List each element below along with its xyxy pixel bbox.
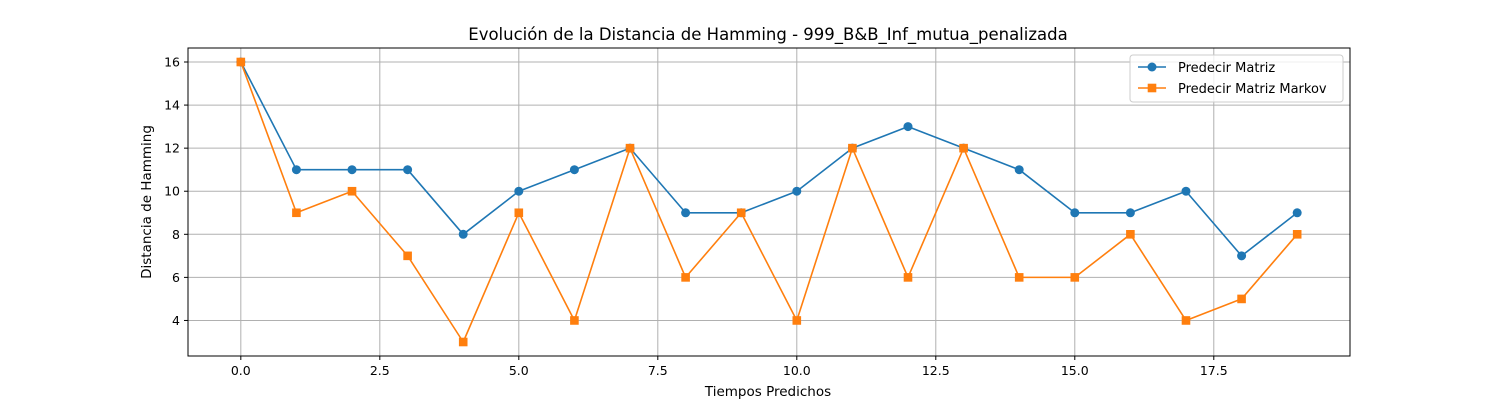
data-point-square xyxy=(347,186,357,196)
legend-label-2: Predecir Matriz Markov xyxy=(1178,82,1327,97)
data-point-circle xyxy=(1125,208,1135,218)
y-tick-label: 6 xyxy=(172,270,180,285)
data-point-square xyxy=(1181,316,1191,325)
data-point-circle xyxy=(569,165,579,175)
data-point-square xyxy=(1292,230,1302,239)
data-point-circle xyxy=(1292,208,1302,218)
data-point-square xyxy=(1126,230,1135,239)
data-point-circle xyxy=(1237,251,1247,261)
y-tick-label: 14 xyxy=(164,98,180,113)
y-tick-label: 4 xyxy=(172,313,180,328)
data-point-square xyxy=(1014,273,1024,282)
legend: Predecir Matriz Predecir Matriz Markov xyxy=(1129,54,1344,103)
y-tick-label: 10 xyxy=(164,184,180,199)
data-point-circle xyxy=(291,165,301,175)
x-tick-label: 2.5 xyxy=(370,363,390,378)
x-tick-label: 12.5 xyxy=(922,363,950,378)
data-point-square xyxy=(625,143,635,153)
data-point-circle xyxy=(681,208,691,218)
data-point-circle xyxy=(792,186,802,196)
x-tick-label: 15.0 xyxy=(1061,363,1089,378)
data-point-circle xyxy=(1070,208,1080,218)
data-point-square xyxy=(681,273,690,282)
legend-label-1: Predecir Matriz xyxy=(1178,61,1275,76)
data-point-circle xyxy=(347,165,357,175)
x-tick-label: 5.0 xyxy=(509,363,529,378)
chart-title: Evolución de la Distancia de Hamming - 9… xyxy=(468,25,1067,45)
x-tick-label: 10.0 xyxy=(783,363,811,378)
data-point-circle xyxy=(1181,186,1191,196)
data-point-circle xyxy=(903,122,913,132)
data-point-square xyxy=(292,208,301,218)
data-point-square xyxy=(903,273,913,282)
y-tick-label: 8 xyxy=(172,227,180,242)
x-tick-label: 7.5 xyxy=(648,363,668,378)
x-axis-ticks: 0.0 2.5 5.0 7.5 10.0 12.5 15.0 17.5 xyxy=(231,356,1228,378)
y-axis-label: Distancia de Hamming xyxy=(139,125,155,279)
y-axis-ticks: 4 6 8 10 12 14 16 xyxy=(164,55,188,328)
data-point-square xyxy=(236,57,246,67)
x-tick-label: 0.0 xyxy=(231,363,251,378)
data-point-square xyxy=(1070,273,1080,282)
series-line-2 xyxy=(240,61,1298,343)
series-group xyxy=(236,57,1302,347)
legend-marker-circle xyxy=(1147,62,1157,72)
data-point-circle xyxy=(403,165,413,175)
grid-lines xyxy=(188,48,1350,356)
data-point-circle xyxy=(1014,165,1024,175)
data-point-square xyxy=(736,208,746,218)
data-point-square xyxy=(403,251,412,261)
y-tick-label: 12 xyxy=(164,141,180,156)
data-point-square xyxy=(792,316,802,325)
legend-box xyxy=(1129,54,1344,103)
data-point-circle xyxy=(514,186,524,196)
plot-frame xyxy=(187,47,1351,357)
data-point-circle xyxy=(458,229,468,239)
data-point-square xyxy=(458,337,468,347)
y-tick-label: 16 xyxy=(164,55,180,70)
data-point-square xyxy=(1237,294,1246,304)
legend-marker-square xyxy=(1147,83,1157,93)
data-point-square xyxy=(848,143,857,153)
data-point-square xyxy=(570,316,579,325)
x-tick-label: 17.5 xyxy=(1200,363,1228,378)
series-line-1 xyxy=(240,61,1298,257)
data-point-square xyxy=(514,208,524,218)
x-axis-label: Tiempos Predichos xyxy=(704,384,831,400)
data-point-square xyxy=(959,143,968,153)
